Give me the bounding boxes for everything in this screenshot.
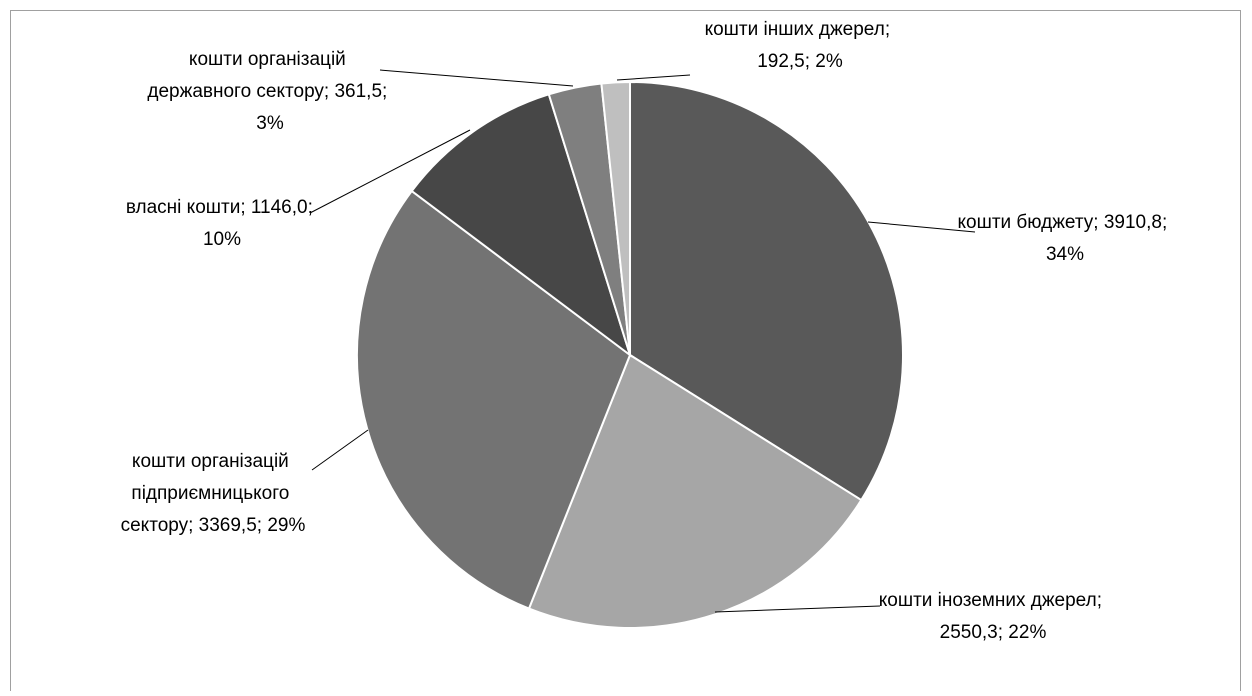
data-label-line: 2550,3; 22% (940, 622, 1047, 643)
data-label: кошти іноземних джерел; 2550,3; 22% (879, 590, 1108, 643)
data-label-line: сектору; 3369,5; 29% (121, 515, 306, 536)
data-label-line: кошти бюджету; 3910,8; (957, 212, 1172, 233)
data-label-line: кошти інших джерел; (705, 19, 896, 40)
data-label: кошти інших джерел; 192,5; 2% (705, 19, 896, 72)
pie-slice (356, 189, 632, 610)
data-label-line: 10% (203, 229, 241, 250)
pie-slice (410, 93, 632, 358)
data-label-line: кошти організацій (189, 49, 351, 70)
leader-line (311, 429, 369, 471)
data-label: кошти бюджету; 3910,8; 34% (957, 212, 1172, 265)
data-label: кошти організацій державного сектору; 36… (147, 49, 392, 134)
pie-slice (600, 80, 631, 356)
data-label: кошти організацій підприємницького секто… (121, 451, 306, 536)
leader-line (867, 221, 976, 233)
data-label-line: 34% (1046, 244, 1084, 265)
data-label-line: 3% (256, 113, 284, 134)
data-label: власні кошти; 1146,0; 10% (126, 197, 318, 250)
data-label-line: державного сектору; 361,5; (147, 81, 392, 102)
pie-slice (629, 80, 904, 502)
pie-slice (527, 353, 863, 629)
data-label-line: власні кошти; 1146,0; (126, 197, 318, 218)
data-label-line: підприємницького (131, 483, 294, 504)
data-label-line: 192,5; 2% (757, 51, 843, 72)
data-label-line: кошти іноземних джерел; (879, 590, 1108, 611)
leader-line (309, 129, 471, 214)
data-label-line: кошти організацій (132, 451, 294, 472)
leader-line (379, 69, 574, 87)
leader-line (714, 605, 881, 613)
leader-line (616, 74, 691, 81)
